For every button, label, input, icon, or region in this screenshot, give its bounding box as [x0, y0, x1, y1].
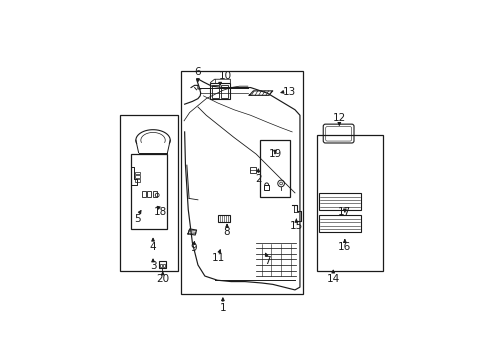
Bar: [142, 191, 145, 197]
Text: 9: 9: [190, 243, 197, 253]
Text: 16: 16: [338, 242, 351, 252]
Text: 5: 5: [134, 214, 141, 224]
Text: 3: 3: [149, 261, 156, 271]
Bar: [135, 179, 140, 182]
Text: 7: 7: [264, 256, 270, 266]
Bar: [163, 264, 165, 267]
Text: 10: 10: [219, 72, 232, 81]
Text: 19: 19: [268, 149, 281, 159]
Bar: [218, 215, 230, 222]
Text: 14: 14: [326, 274, 339, 284]
Bar: [249, 167, 255, 174]
Bar: [153, 191, 157, 197]
Bar: [210, 82, 230, 99]
Text: 20: 20: [156, 274, 169, 284]
Text: 12: 12: [332, 113, 345, 123]
Text: 4: 4: [149, 242, 156, 252]
Bar: [316, 135, 382, 271]
Text: 1: 1: [219, 303, 226, 313]
Bar: [221, 85, 227, 98]
Bar: [264, 185, 269, 190]
Bar: [211, 85, 218, 98]
Bar: [135, 172, 140, 174]
Bar: [147, 191, 151, 197]
Bar: [259, 140, 289, 197]
Text: 17: 17: [338, 207, 351, 217]
Text: 6: 6: [194, 67, 201, 77]
Bar: [120, 115, 178, 271]
Bar: [181, 71, 303, 294]
Bar: [319, 215, 360, 232]
Bar: [159, 261, 165, 268]
Bar: [319, 193, 360, 210]
Text: 8: 8: [224, 227, 230, 237]
Bar: [160, 264, 162, 267]
Bar: [131, 154, 167, 229]
Text: 18: 18: [154, 207, 167, 217]
Text: 13: 13: [282, 87, 295, 97]
Bar: [135, 175, 140, 177]
Text: 11: 11: [212, 253, 225, 263]
Text: 15: 15: [289, 221, 303, 231]
Text: 2: 2: [255, 174, 262, 184]
